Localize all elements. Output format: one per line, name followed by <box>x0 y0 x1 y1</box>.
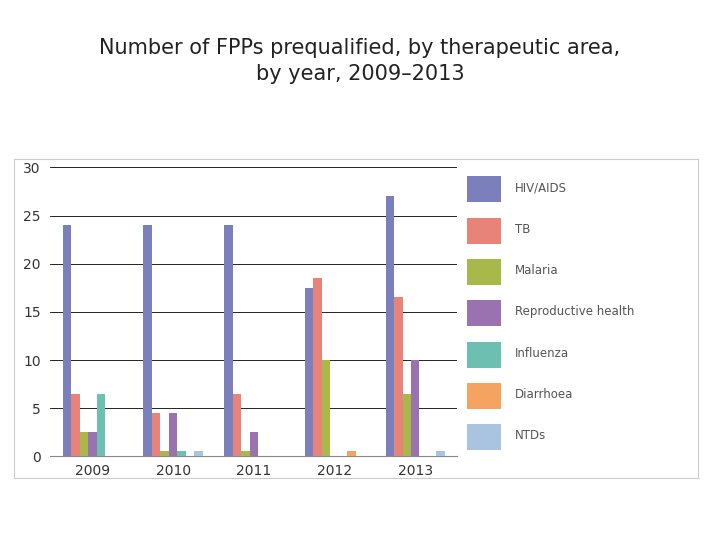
FancyBboxPatch shape <box>467 218 501 244</box>
Text: Malaria: Malaria <box>515 264 559 277</box>
Bar <box>169 413 177 456</box>
FancyBboxPatch shape <box>467 342 501 368</box>
FancyBboxPatch shape <box>467 259 501 285</box>
Bar <box>305 288 313 456</box>
Circle shape <box>259 494 720 530</box>
Bar <box>347 451 356 456</box>
Bar <box>241 451 250 456</box>
FancyBboxPatch shape <box>467 300 501 326</box>
Bar <box>96 394 105 456</box>
FancyBboxPatch shape <box>467 383 501 409</box>
Bar <box>80 432 88 456</box>
Bar <box>152 413 161 456</box>
Text: Number of FPPs prequalified, by therapeutic area,
by year, 2009–2013: Number of FPPs prequalified, by therapeu… <box>99 38 621 84</box>
Bar <box>71 394 80 456</box>
Text: 19  |: 19 | <box>22 504 59 519</box>
Bar <box>143 225 152 456</box>
Bar <box>224 225 233 456</box>
Bar <box>313 278 322 456</box>
Bar <box>177 451 186 456</box>
FancyBboxPatch shape <box>467 177 501 202</box>
Bar <box>194 451 203 456</box>
FancyBboxPatch shape <box>467 424 501 450</box>
Text: HIV/AIDS: HIV/AIDS <box>515 181 567 194</box>
Bar <box>394 298 402 456</box>
Bar <box>233 394 241 456</box>
Bar <box>88 432 96 456</box>
Bar <box>63 225 71 456</box>
Text: NTDs: NTDs <box>515 429 546 442</box>
Text: World Health
Organization: World Health Organization <box>518 501 600 523</box>
Bar <box>322 360 330 456</box>
Bar <box>250 432 258 456</box>
Bar <box>402 394 411 456</box>
Bar <box>161 451 169 456</box>
Text: TB: TB <box>515 223 531 236</box>
Text: Reproductive health: Reproductive health <box>515 305 634 319</box>
Bar <box>411 360 420 456</box>
Text: World Health
Organization: World Health Organization <box>518 501 600 523</box>
Text: Influenza: Influenza <box>515 347 570 360</box>
Bar <box>386 196 394 456</box>
Bar <box>436 451 445 456</box>
Text: Diarrhoea: Diarrhoea <box>515 388 573 401</box>
